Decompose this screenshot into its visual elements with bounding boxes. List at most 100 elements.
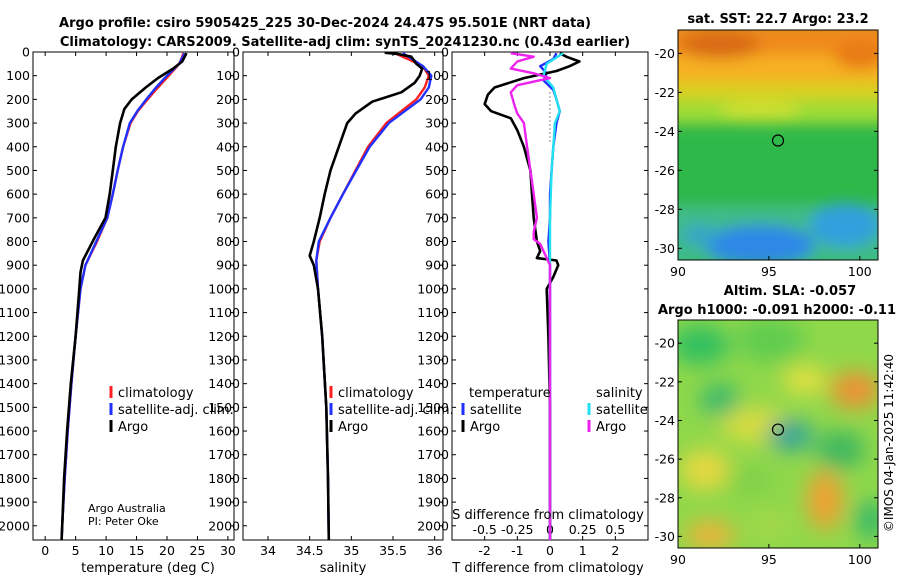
diff-xtick-label: -2 [478, 543, 490, 558]
temp-ytick-label: 700 [6, 210, 30, 225]
diff-ytick-label: 900 [425, 258, 449, 273]
temp-ytick-label: 900 [6, 258, 30, 273]
difference-s-axis-label: S difference from climatology [452, 508, 644, 523]
temp-ytick-label: 1400 [0, 376, 30, 391]
temp-xtick-label: 15 [129, 543, 145, 558]
diff-ytick-label: 200 [425, 92, 449, 107]
diff-s-tick-label: -0.5 [472, 522, 496, 537]
diff-series-s-argo [509, 52, 552, 540]
sla-argo-marker [771, 423, 785, 436]
temp-ytick-label: 800 [6, 234, 30, 249]
sal-ytick-label: 1600 [208, 424, 240, 439]
temp-xtick-label: 25 [190, 543, 206, 558]
temperature-legend-climatology: climatology [118, 386, 194, 401]
difference-xlabel: T difference from climatology [451, 561, 644, 576]
temp-ytick-label: 1000 [0, 281, 30, 296]
salinity-panel: 0100200300400500600700800900100011001200… [208, 45, 454, 577]
temp-ytick-label: 1900 [0, 495, 30, 510]
temperature-legend: climatology satellite-adj. clim. Argo [109, 386, 234, 435]
sla-map-panel: Altim. SLA: -0.057 Argo h1000: -0.091 h2… [655, 284, 896, 567]
temp-ytick-label: 300 [6, 116, 30, 131]
salinity-legend-argo: Argo [338, 420, 368, 435]
sal-xtick-label: 36 [427, 543, 443, 558]
sst-map-panel: sat. SST: 22.7 Argo: 23.2 -20 -22 -24 -26 -2… [655, 12, 879, 279]
credit-line1: Argo Australia [88, 502, 166, 515]
salinity-legend: climatology satellite-adj. clim. Argo [329, 386, 454, 435]
sst-ytick-label: -20 [655, 46, 675, 61]
diff-ytick-label: 400 [425, 139, 449, 154]
credit-line2: PI: Peter Oke [88, 515, 159, 528]
difference-legend-s-satellite: satellite [596, 403, 648, 418]
temp-ytick-label: 1100 [0, 305, 30, 320]
diff-xtick-label: 2 [611, 543, 619, 558]
diff-ytick-label: 1700 [417, 447, 449, 462]
difference-legend-salinity: salinity satellite Argo [587, 386, 648, 435]
diff-s-tick-label: 0.5 [605, 522, 625, 537]
sal-ytick-label: 1900 [208, 495, 240, 510]
sal-ytick-label: 1100 [208, 305, 240, 320]
difference-panel: 0100200300400500600700800900100011001200… [417, 45, 649, 576]
sal-ytick-label: 800 [216, 234, 240, 249]
temp-ytick-label: 400 [6, 139, 30, 154]
temp-ytick-label: 600 [6, 187, 30, 202]
difference-legend-t-argo: Argo [470, 420, 500, 435]
imos-timestamp: ©IMOS 04-Jan-2025 11:42:40 [882, 354, 896, 532]
diff-ytick-label: 1300 [417, 352, 449, 367]
sst-xtick-label: 95 [761, 264, 777, 279]
temp-ytick-label: 2000 [0, 518, 30, 533]
temperature-panel: 0100200300400500600700800900100011001200… [0, 45, 236, 577]
diff-ytick-label: 300 [425, 116, 449, 131]
salinity-xlabel: salinity [320, 561, 367, 576]
sla-ytick-label: -22 [655, 374, 675, 389]
sla-heatmap [678, 320, 878, 548]
sla-map-subtitle: Argo h1000: -0.091 h2000: -0.11 [658, 303, 896, 318]
diff-ytick-label: 800 [425, 234, 449, 249]
diff-s-tick-label: -0.25 [501, 522, 533, 537]
temp-ytick-label: 200 [6, 92, 30, 107]
sla-ytick-label: -20 [655, 336, 675, 351]
sal-ytick-label: 100 [216, 68, 240, 83]
temp-xtick-label: 0 [41, 543, 49, 558]
sst-map-title: sat. SST: 22.7 Argo: 23.2 [687, 12, 868, 27]
sal-ytick-label: 400 [216, 139, 240, 154]
temperature-legend-satellite: satellite-adj. clim. [118, 403, 234, 418]
diff-ytick-label: 100 [425, 68, 449, 83]
difference-legend-s-argo: Argo [596, 420, 626, 435]
figure-title-line2: Climatology: CARS2009. Satellite-adj cli… [60, 35, 630, 50]
temperature-xlabel: temperature (deg C) [81, 561, 215, 576]
temp-ytick-label: 1600 [0, 424, 30, 439]
sal-xtick-label: 35 [343, 543, 359, 558]
temp-xtick-label: 20 [159, 543, 175, 558]
sal-ytick-label: 900 [216, 258, 240, 273]
sla-ytick-label: -24 [655, 413, 675, 428]
temp-ytick-label: 1200 [0, 329, 30, 344]
diff-ytick-label: 1900 [417, 495, 449, 510]
diff-s-tick-label: 0.25 [569, 522, 597, 537]
sal-xtick-label: 34.5 [296, 543, 324, 558]
temp-xtick-label: 5 [72, 543, 80, 558]
sal-ytick-label: 0 [232, 45, 240, 60]
difference-legend-t-satellite: satellite [470, 403, 522, 418]
diff-ytick-label: 1600 [417, 424, 449, 439]
diff-ytick-label: 1400 [417, 376, 449, 391]
sst-argo-marker [771, 134, 785, 147]
temp-xtick-label: 10 [98, 543, 114, 558]
diff-ytick-label: 1100 [417, 305, 449, 320]
sst-map-frame [677, 29, 879, 261]
sst-ytick-label: -30 [655, 241, 675, 256]
temp-ytick-label: 1300 [0, 352, 30, 367]
temp-xtick-label: 30 [220, 543, 236, 558]
sal-ytick-label: 600 [216, 187, 240, 202]
sal-ytick-label: 2000 [208, 518, 240, 533]
difference-legend-temperature: temperature satellite Argo [461, 386, 551, 435]
diff-ytick-label: 1000 [417, 281, 449, 296]
sla-ytick-label: -28 [655, 490, 675, 505]
temperature-axes-frame [32, 51, 235, 541]
diff-xtick-label: 0 [546, 543, 554, 558]
diff-ytick-label: 500 [425, 163, 449, 178]
diff-xtick-label: -1 [511, 543, 523, 558]
sal-ytick-label: 300 [216, 116, 240, 131]
sst-heatmap [678, 30, 878, 260]
sal-ytick-label: 1500 [208, 400, 240, 415]
sla-map-title: Altim. SLA: -0.057 [724, 284, 856, 299]
